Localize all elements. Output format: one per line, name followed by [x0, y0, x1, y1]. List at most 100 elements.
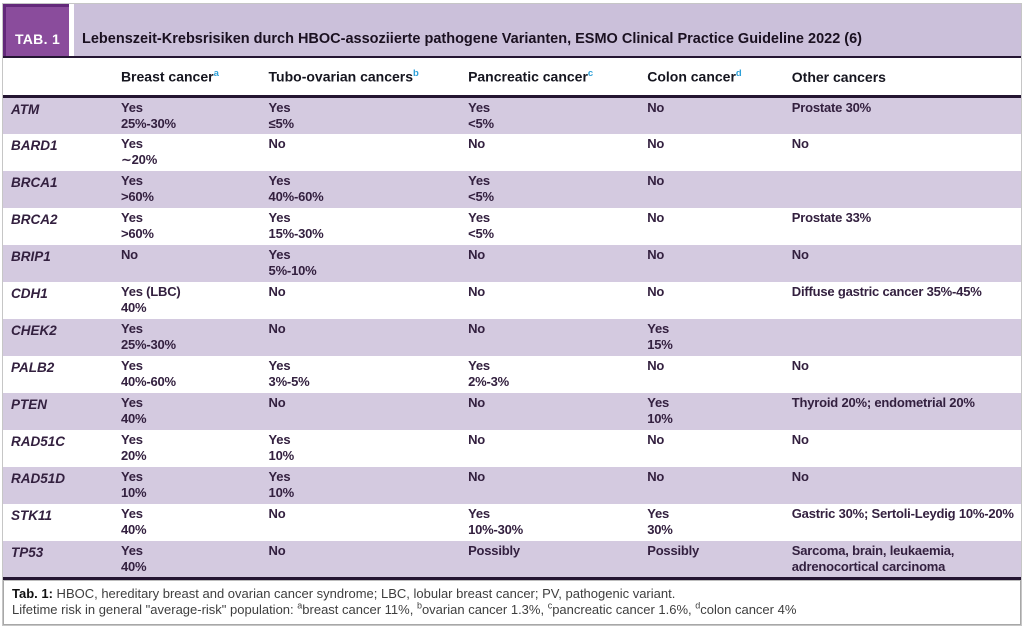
- cell-colon: Yes 10%: [639, 393, 784, 430]
- cell-value: Yes: [120, 135, 143, 151]
- cell-pancreatic: No: [460, 245, 639, 282]
- cell-value: Yes: [647, 505, 670, 521]
- cell-breast: Yes 40%: [113, 541, 261, 579]
- cell-pancreatic: Yes <5%: [460, 96, 639, 134]
- cell-breast: No: [113, 245, 261, 282]
- cell-tubo: Yes 15%-30%: [261, 208, 461, 245]
- column-header-breast: Breast cancera: [112, 58, 261, 98]
- cell-tubo: Yes 3%-5%: [261, 356, 461, 393]
- gene-name: TP53: [11, 544, 44, 560]
- cell-other: No: [784, 134, 1021, 171]
- cell-value: Yes: [468, 209, 490, 225]
- cell-risk-percent: 10%: [120, 485, 147, 500]
- gene-name: ATM: [11, 101, 40, 117]
- column-header-sup: b: [413, 68, 419, 80]
- cell-value: Yes: [268, 246, 291, 262]
- cell-pancreatic: Yes <5%: [460, 171, 639, 208]
- cell-risk-percent: [269, 522, 457, 538]
- cell-risk-percent: [269, 411, 457, 427]
- cell-value: Yes: [647, 394, 670, 410]
- cell-tubo: No: [261, 134, 461, 171]
- cell-value: No: [268, 505, 286, 521]
- cell-risk-percent: [468, 263, 635, 279]
- table-row-rad51c: RAD51C Yes 20% Yes 10% No No No: [3, 430, 1021, 467]
- cell-tubo: Yes 10%: [261, 430, 461, 467]
- cell-value: No: [468, 468, 485, 484]
- cell-risk-percent: [269, 559, 457, 575]
- cell-risk-percent: [121, 263, 257, 279]
- table-number-label: TAB. 1: [14, 31, 61, 47]
- cell-pancreatic: No: [460, 319, 639, 356]
- cell-risk-percent: [792, 337, 1017, 353]
- cell-risk-percent: ∼20%: [120, 152, 158, 167]
- cell-risk-percent: [468, 152, 635, 168]
- cell-value: [792, 173, 1017, 189]
- table-title-band: Lebenszeit-Krebsrisiken durch HBOC-assoz…: [74, 4, 1021, 56]
- cell-risk-percent: 25%-30%: [120, 116, 176, 131]
- cell-value: No: [647, 431, 665, 447]
- cell-risk-percent: >60%: [120, 189, 154, 204]
- cell-risk-percent: <5%: [468, 116, 494, 131]
- column-header-sup: c: [587, 68, 594, 80]
- cell-risk-percent: 10%: [647, 411, 673, 426]
- cell-value: Yes: [647, 320, 670, 336]
- footnote-risk-pancreatic: pancreatic cancer 1.6%,: [552, 601, 696, 617]
- footnote-abbreviations: HBOC, hereditary breast and ovarian canc…: [52, 585, 676, 601]
- cell-tubo: No: [261, 282, 461, 319]
- cell-value: Thyroid 20%; endometrial 20%: [791, 394, 975, 410]
- gene-name: RAD51D: [11, 470, 66, 486]
- cell-breast: Yes (LBC) 40%: [113, 282, 261, 319]
- cell-colon: Yes 15%: [639, 319, 784, 356]
- cell-risk-percent: [792, 374, 1017, 390]
- column-header-tubo-ovarian: Tubo-ovarian cancersb: [260, 58, 461, 98]
- cell-value: Yes: [120, 505, 143, 521]
- cell-value: Sarcoma, brain, leukaemia,: [791, 542, 955, 558]
- cell-risk-percent: [468, 485, 635, 501]
- cell-risk-percent: 20%: [120, 448, 147, 463]
- cell-value: Yes: [120, 468, 143, 484]
- cell-value: No: [647, 283, 665, 299]
- cell-risk-percent: 10%-30%: [468, 522, 524, 537]
- cell-other: No: [784, 245, 1021, 282]
- cell-risk-percent: 2%-3%: [468, 374, 509, 389]
- footnote-risk-prefix: Lifetime risk in general "average-risk" …: [12, 601, 298, 617]
- cell-other: No: [784, 356, 1021, 393]
- cell-other: Prostate 33%: [784, 208, 1021, 245]
- column-header-colon: Colon cancerd: [639, 58, 784, 98]
- cell-risk-percent: >60%: [120, 226, 154, 241]
- cell-value: Yes: [468, 357, 490, 373]
- table-title: Lebenszeit-Krebsrisiken durch HBOC-assoz…: [82, 31, 863, 47]
- column-header-label: Pancreatic cancer: [468, 69, 588, 86]
- cell-risk-percent: [792, 448, 1017, 464]
- table-row-stk11: STK11 Yes 40% No Yes 10%-30% Yes 30% Gastric 30%…: [3, 504, 1021, 541]
- cell-value: Prostate 33%: [791, 209, 872, 225]
- table-row-pten: PTEN Yes 40% No No Yes 10% Thyroid 20%; endomet…: [3, 392, 1021, 430]
- cell-tubo: No: [261, 319, 461, 356]
- cell-risk-percent: [792, 116, 1017, 132]
- cell-value: No: [468, 246, 485, 262]
- cell-breast: Yes >60%: [113, 171, 261, 208]
- badge-gap: [69, 4, 74, 56]
- cell-risk-percent: [647, 189, 780, 205]
- cell-risk-percent: [792, 300, 1017, 316]
- cell-risk-percent: adrenocortical carcinoma: [791, 559, 946, 574]
- cell-value: Yes: [468, 505, 490, 521]
- cell-value: Yes: [268, 431, 291, 447]
- gene-name: BRCA1: [11, 174, 58, 190]
- cell-tubo: Yes 10%: [261, 467, 461, 504]
- gene-name: PALB2: [11, 359, 55, 375]
- table-row-tp53: TP53 Yes 40% No Possibly Possibly Sarcoma, bra…: [3, 540, 1021, 579]
- cell-risk-percent: 40%: [120, 522, 147, 537]
- cell-colon: Possibly: [639, 541, 784, 579]
- table-titlebar: TAB. 1 Lebenszeit-Krebsrisiken durch HBO…: [3, 4, 1021, 58]
- gene-name: BARD1: [11, 137, 58, 153]
- cell-risk-percent: [468, 411, 635, 427]
- cell-risk-percent: ≤5%: [268, 116, 295, 131]
- cell-risk-percent: [792, 263, 1017, 279]
- cell-risk-percent: [792, 485, 1017, 501]
- gene-name: BRCA2: [11, 211, 58, 227]
- cell-pancreatic: Yes 2%-3%: [460, 356, 639, 393]
- cell-other: Prostate 30%: [784, 96, 1021, 134]
- footnote-label: Tab. 1:: [12, 585, 53, 601]
